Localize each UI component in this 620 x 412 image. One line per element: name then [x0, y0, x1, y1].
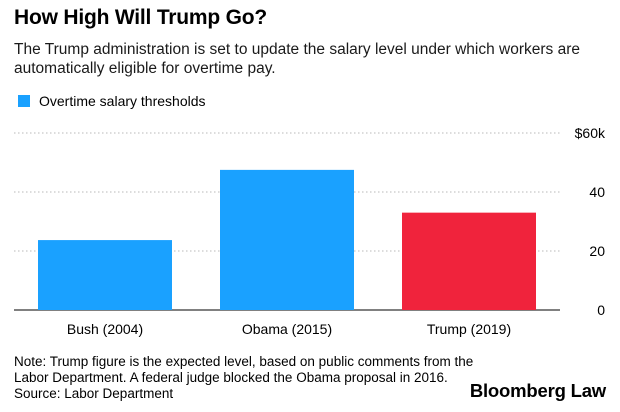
- y-tick-label: 20: [589, 243, 605, 259]
- x-category-label: Obama (2015): [242, 321, 332, 337]
- note-line-1: Note: Trump figure is the expected level…: [14, 354, 474, 369]
- bloomberg-law-logo: Bloomberg Law: [469, 380, 606, 401]
- legend-swatch: [18, 95, 30, 107]
- note-block: Note: Trump figure is the expected level…: [14, 354, 484, 402]
- bar: [38, 240, 172, 310]
- y-tick-label: 40: [589, 184, 605, 200]
- y-tick-label: 0: [597, 302, 605, 318]
- x-category-label: Trump (2019): [427, 321, 511, 337]
- chart-subtitle: The Trump administration is set to updat…: [14, 41, 581, 77]
- bar: [220, 169, 354, 310]
- legend: Overtime salary thresholds: [18, 93, 206, 109]
- y-tick-label: $60k: [575, 125, 606, 141]
- x-category-label: Bush (2004): [67, 321, 143, 337]
- source-line: Source: Labor Department: [14, 386, 174, 401]
- legend-label: Overtime salary thresholds: [39, 93, 206, 109]
- chart-title: How High Will Trump Go?: [14, 6, 268, 29]
- bar-chart: 0 20 40 $60k Bush (2004) Obama (2015) Trump (2…: [14, 125, 606, 337]
- bar: [402, 212, 536, 310]
- note-line-2: Labor Department. A federal judge blocke…: [14, 370, 448, 385]
